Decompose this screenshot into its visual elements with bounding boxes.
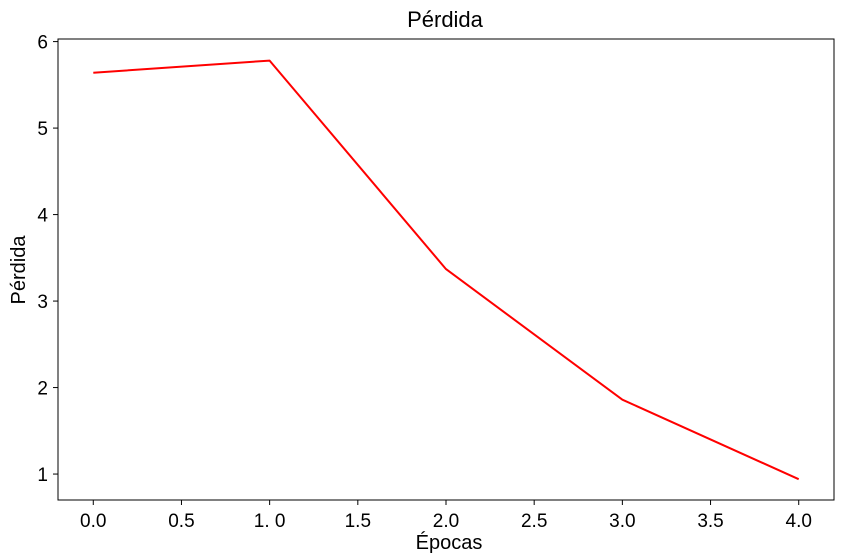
plot-area: 0.0 0.5 1. 0 1.5 2.0 2.5 3.0 3.5 4.0 1 2 3 4 5 6 (37, 33, 835, 532)
y-tick-label: 4 (37, 206, 48, 227)
x-tick-label: 2.0 (433, 511, 459, 532)
x-tick-label: 3.0 (609, 511, 635, 532)
y-tick-label: 5 (37, 119, 48, 140)
x-tick-label: 4.0 (786, 511, 812, 532)
y-axis-title: Pérdida (8, 235, 30, 305)
chart-title: Pérdida (407, 7, 484, 32)
y-tick-label: 3 (37, 292, 48, 313)
y-tick-label: 6 (37, 33, 48, 54)
x-tick-label: 0.0 (80, 511, 106, 532)
x-tick-label: 3.5 (697, 511, 723, 532)
loss-series-line (93, 59, 800, 481)
x-tick-label: 0.5 (168, 511, 194, 532)
x-tick-label: 1. 0 (254, 511, 286, 532)
y-tick-label: 1 (37, 465, 48, 486)
x-tick-label: 1.5 (345, 511, 371, 532)
x-axis-title: Épocas (416, 531, 483, 554)
y-tick-label: 2 (37, 379, 48, 400)
x-tick-label: 2.5 (521, 511, 547, 532)
